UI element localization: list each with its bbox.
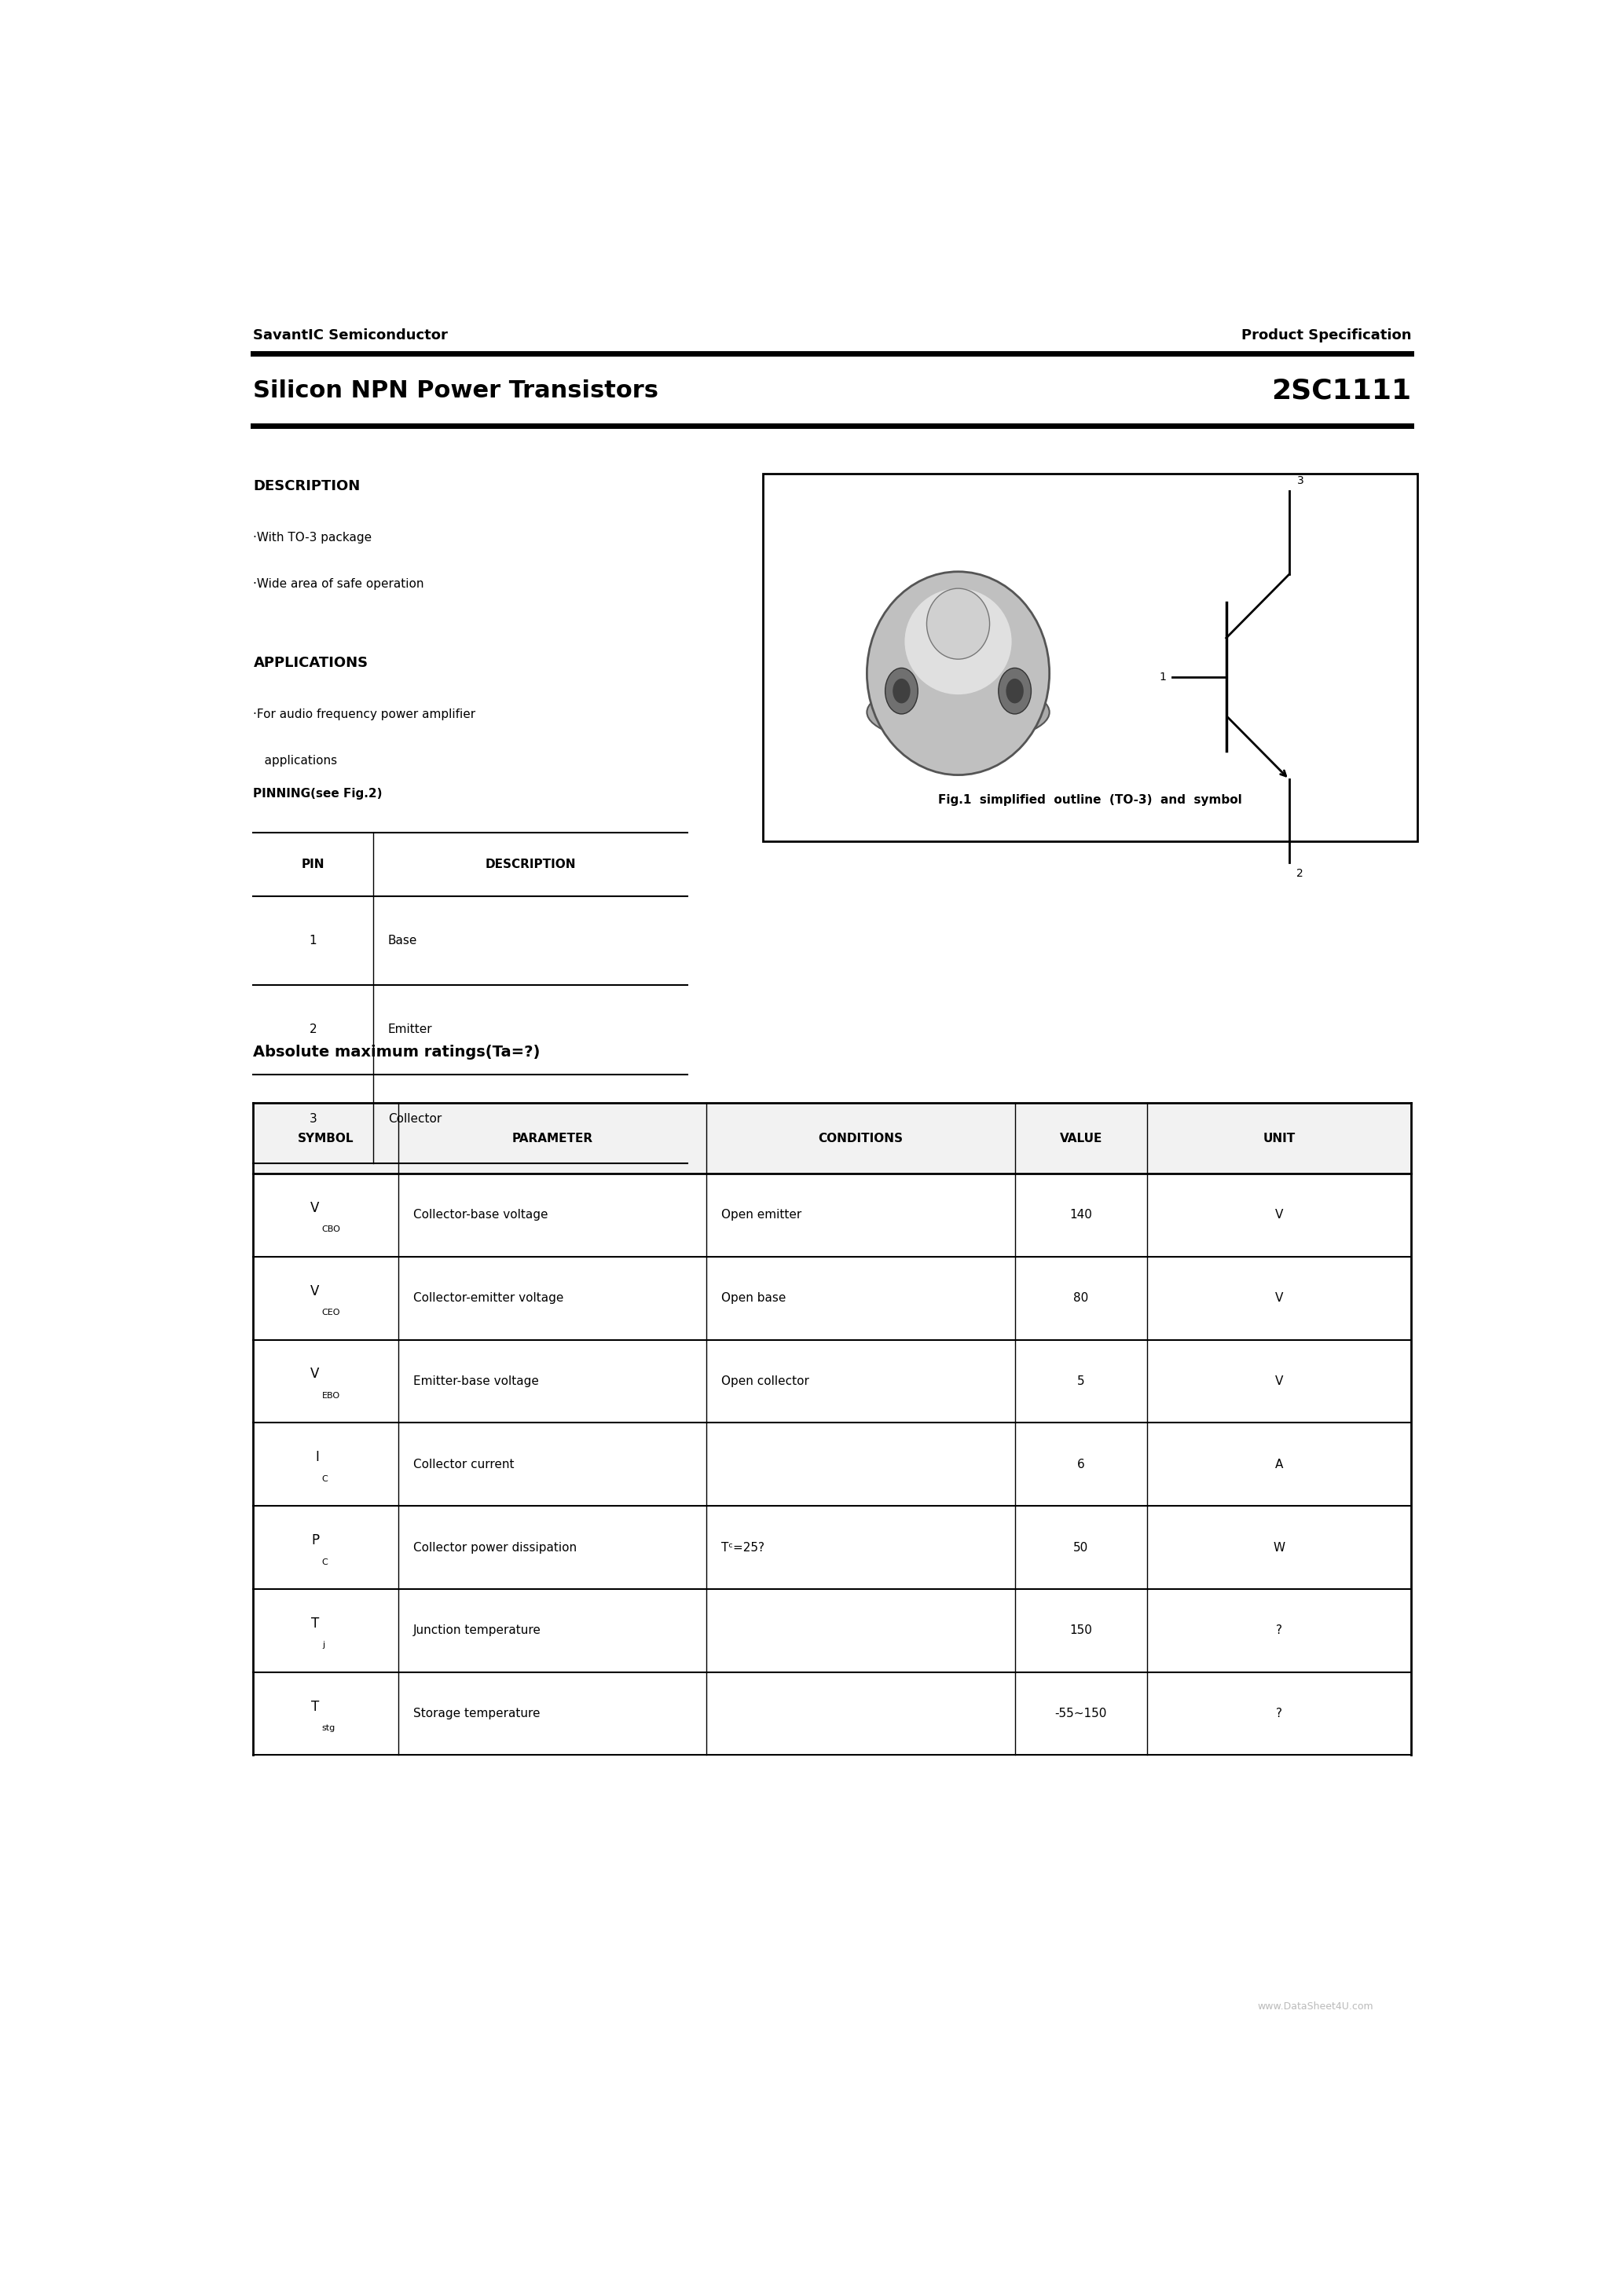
Ellipse shape: [927, 588, 989, 659]
Text: 2SC1111: 2SC1111: [1272, 377, 1411, 404]
Text: -55~150: -55~150: [1056, 1708, 1108, 1720]
Text: V: V: [1275, 1293, 1283, 1304]
Text: V: V: [310, 1283, 320, 1297]
Text: stg: stg: [322, 1724, 336, 1731]
Text: CEO: CEO: [322, 1309, 341, 1316]
Text: PINNING(see Fig.2): PINNING(see Fig.2): [253, 788, 383, 799]
Text: Collector-emitter voltage: Collector-emitter voltage: [412, 1293, 564, 1304]
Circle shape: [893, 680, 911, 703]
Text: Collector-base voltage: Collector-base voltage: [412, 1210, 547, 1221]
Text: Collector power dissipation: Collector power dissipation: [412, 1541, 577, 1554]
Text: 6: 6: [1077, 1458, 1085, 1469]
Text: 80: 80: [1073, 1293, 1088, 1304]
Text: www.DataSheet4U.com: www.DataSheet4U.com: [1257, 2002, 1374, 2011]
Text: Storage temperature: Storage temperature: [412, 1708, 541, 1720]
Text: CBO: CBO: [322, 1226, 341, 1233]
Text: 3: 3: [309, 1114, 317, 1125]
Text: APPLICATIONS: APPLICATIONS: [253, 657, 369, 670]
Text: j: j: [322, 1642, 325, 1649]
Circle shape: [885, 668, 918, 714]
Text: Fig.1  simplified  outline  (TO-3)  and  symbol: Fig.1 simplified outline (TO-3) and symb…: [939, 794, 1242, 806]
Text: Junction temperature: Junction temperature: [412, 1626, 541, 1637]
Text: P: P: [312, 1534, 320, 1548]
Ellipse shape: [867, 682, 1049, 744]
Text: 1: 1: [1160, 670, 1166, 682]
Text: ·For audio frequency power amplifier: ·For audio frequency power amplifier: [253, 709, 476, 721]
Text: 5: 5: [1077, 1375, 1085, 1387]
Text: Emitter: Emitter: [388, 1024, 432, 1035]
Ellipse shape: [867, 572, 1049, 776]
Text: Open base: Open base: [721, 1293, 786, 1304]
Text: PARAMETER: PARAMETER: [512, 1132, 593, 1143]
Text: Product Specification: Product Specification: [1241, 328, 1411, 342]
Text: SYMBOL: SYMBOL: [297, 1132, 354, 1143]
Text: 2: 2: [309, 1024, 317, 1035]
Text: C: C: [322, 1474, 328, 1483]
Text: Base: Base: [388, 934, 417, 946]
Text: T: T: [312, 1616, 320, 1630]
Text: ·With TO-3 package: ·With TO-3 package: [253, 533, 372, 544]
Text: DESCRIPTION: DESCRIPTION: [486, 859, 575, 870]
Text: 3: 3: [1296, 475, 1304, 487]
Text: ?: ?: [1276, 1626, 1283, 1637]
Text: T: T: [312, 1699, 320, 1713]
Text: Collector: Collector: [388, 1114, 442, 1125]
Text: Open collector: Open collector: [721, 1375, 809, 1387]
Text: SavantIC Semiconductor: SavantIC Semiconductor: [253, 328, 448, 342]
Text: 1: 1: [309, 934, 317, 946]
Text: 150: 150: [1070, 1626, 1093, 1637]
Text: Absolute maximum ratings(Ta=?): Absolute maximum ratings(Ta=?): [253, 1045, 541, 1058]
Text: CONDITIONS: CONDITIONS: [818, 1132, 903, 1143]
Text: PIN: PIN: [302, 859, 325, 870]
Text: V: V: [310, 1366, 320, 1382]
Text: ·Wide area of safe operation: ·Wide area of safe operation: [253, 579, 424, 590]
Text: A: A: [1275, 1458, 1283, 1469]
Text: 140: 140: [1070, 1210, 1093, 1221]
Text: V: V: [1275, 1375, 1283, 1387]
Bar: [763, 473, 1418, 840]
Ellipse shape: [905, 588, 1012, 693]
Text: Emitter-base voltage: Emitter-base voltage: [412, 1375, 539, 1387]
Text: W: W: [1273, 1541, 1285, 1554]
Text: EBO: EBO: [322, 1391, 339, 1401]
Text: Silicon NPN Power Transistors: Silicon NPN Power Transistors: [253, 379, 659, 402]
Text: ?: ?: [1276, 1708, 1283, 1720]
Text: I: I: [315, 1451, 320, 1465]
Text: C: C: [322, 1559, 328, 1566]
Text: Collector current: Collector current: [412, 1458, 515, 1469]
Text: UNIT: UNIT: [1263, 1132, 1296, 1143]
Text: DESCRIPTION: DESCRIPTION: [253, 480, 361, 494]
Circle shape: [1005, 680, 1023, 703]
Text: applications: applications: [253, 755, 338, 767]
Text: Tᶜ=25?: Tᶜ=25?: [721, 1541, 765, 1554]
Text: 50: 50: [1073, 1541, 1088, 1554]
Text: Open emitter: Open emitter: [721, 1210, 802, 1221]
Bar: [253, 1102, 1411, 1173]
Text: VALUE: VALUE: [1059, 1132, 1103, 1143]
Text: V: V: [310, 1201, 320, 1215]
Text: V: V: [1275, 1210, 1283, 1221]
Text: 2: 2: [1296, 868, 1304, 879]
Circle shape: [999, 668, 1031, 714]
